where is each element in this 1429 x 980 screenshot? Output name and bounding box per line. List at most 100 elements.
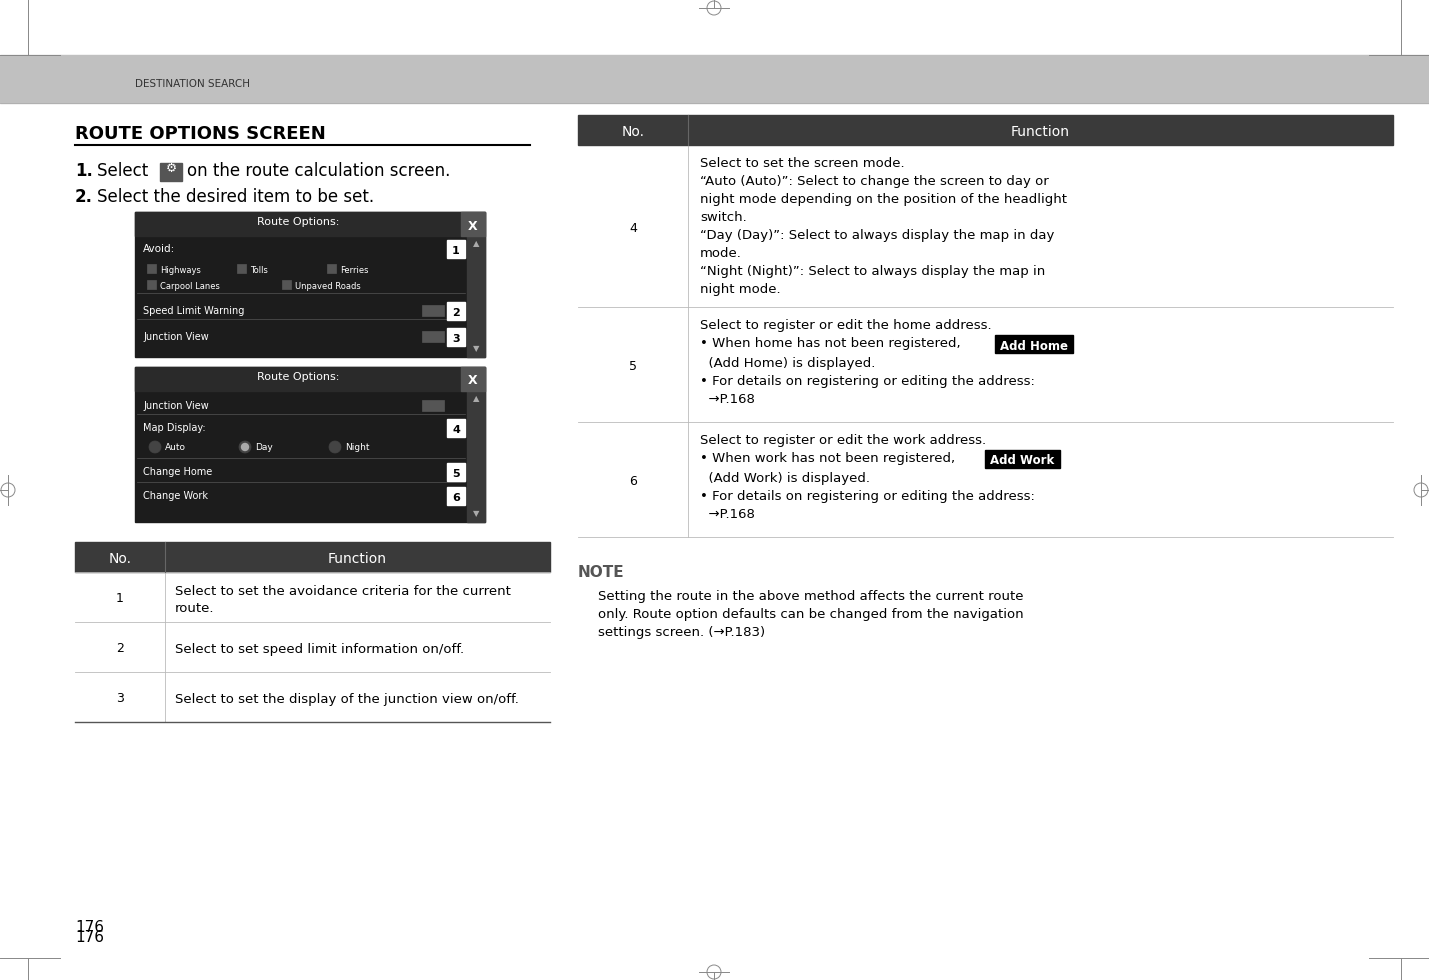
Bar bbox=[447, 487, 464, 505]
Bar bbox=[623, 217, 643, 235]
Text: Select to set the avoidance criteria for the current: Select to set the avoidance criteria for… bbox=[174, 585, 512, 598]
Text: (Add Work) is displayed.: (Add Work) is displayed. bbox=[700, 472, 870, 485]
Text: Select: Select bbox=[97, 162, 153, 180]
Bar bbox=[74, 542, 550, 572]
Text: Unpaved Roads: Unpaved Roads bbox=[294, 282, 360, 291]
Bar bbox=[467, 236, 484, 357]
Text: Route Options:: Route Options: bbox=[257, 217, 339, 227]
Circle shape bbox=[149, 441, 161, 453]
Bar bbox=[110, 688, 130, 707]
Text: switch.: switch. bbox=[700, 211, 747, 224]
Text: Junction View: Junction View bbox=[143, 332, 209, 342]
Text: ▲: ▲ bbox=[473, 395, 479, 404]
Text: 3: 3 bbox=[116, 693, 124, 706]
Text: Auto: Auto bbox=[164, 443, 186, 452]
Text: “Auto (Auto)”: Select to change the screen to day or: “Auto (Auto)”: Select to change the scre… bbox=[700, 175, 1049, 188]
Text: ▲: ▲ bbox=[473, 239, 479, 249]
Text: 176: 176 bbox=[74, 920, 104, 935]
Text: Highways: Highways bbox=[160, 266, 201, 275]
Text: • For details on registering or editing the address:: • For details on registering or editing … bbox=[700, 375, 1035, 388]
Text: 1.: 1. bbox=[74, 162, 93, 180]
Bar bbox=[160, 163, 181, 181]
Text: Function: Function bbox=[329, 552, 387, 566]
Bar bbox=[74, 622, 550, 672]
Bar bbox=[147, 264, 156, 273]
Text: NOTE: NOTE bbox=[577, 565, 624, 580]
Bar bbox=[462, 212, 484, 236]
Bar bbox=[447, 419, 464, 437]
Text: Map Display:: Map Display: bbox=[143, 423, 206, 433]
Text: • When work has not been registered,: • When work has not been registered, bbox=[700, 452, 955, 465]
Text: • When home has not been registered,: • When home has not been registered, bbox=[700, 337, 960, 350]
Text: (Add Home) is displayed.: (Add Home) is displayed. bbox=[700, 357, 876, 370]
Text: Carpool Lanes: Carpool Lanes bbox=[160, 282, 220, 291]
Bar bbox=[110, 638, 130, 657]
Bar bbox=[577, 422, 1393, 537]
Bar bbox=[422, 400, 444, 411]
Text: X: X bbox=[469, 220, 477, 232]
Bar bbox=[0, 55, 1429, 103]
Text: DESTINATION SEARCH: DESTINATION SEARCH bbox=[134, 79, 250, 89]
Text: “Day (Day)”: Select to always display the map in day: “Day (Day)”: Select to always display th… bbox=[700, 229, 1055, 242]
Text: ▼: ▼ bbox=[473, 345, 479, 354]
Bar bbox=[447, 302, 464, 320]
Text: No.: No. bbox=[622, 125, 644, 139]
Bar bbox=[577, 307, 1393, 422]
Bar bbox=[447, 463, 464, 481]
Bar bbox=[134, 212, 484, 357]
Text: mode.: mode. bbox=[700, 247, 742, 260]
Bar bbox=[134, 212, 484, 236]
Text: 176: 176 bbox=[74, 930, 104, 945]
Circle shape bbox=[329, 441, 342, 453]
Text: Function: Function bbox=[1010, 125, 1070, 139]
Text: 2: 2 bbox=[452, 308, 460, 318]
Bar bbox=[74, 672, 550, 722]
Bar bbox=[995, 335, 1073, 353]
Text: night mode.: night mode. bbox=[700, 283, 780, 296]
Bar bbox=[985, 450, 1060, 468]
Bar bbox=[447, 328, 464, 346]
Circle shape bbox=[242, 444, 249, 451]
Bar bbox=[134, 367, 484, 522]
Bar bbox=[577, 145, 1393, 307]
Text: ROUTE OPTIONS SCREEN: ROUTE OPTIONS SCREEN bbox=[74, 125, 326, 143]
Text: 6: 6 bbox=[452, 493, 460, 503]
Text: Select to set speed limit information on/off.: Select to set speed limit information on… bbox=[174, 643, 464, 656]
Bar bbox=[422, 305, 444, 316]
Text: Ferries: Ferries bbox=[340, 266, 369, 275]
Text: Add Home: Add Home bbox=[1000, 339, 1067, 353]
Text: 3: 3 bbox=[452, 334, 460, 344]
Circle shape bbox=[239, 441, 252, 453]
Bar bbox=[282, 280, 292, 289]
Text: Night: Night bbox=[344, 443, 370, 452]
Text: Select to register or edit the home address.: Select to register or edit the home addr… bbox=[700, 319, 992, 332]
Text: 1: 1 bbox=[116, 593, 124, 606]
Text: Select to set the screen mode.: Select to set the screen mode. bbox=[700, 157, 905, 170]
Bar bbox=[74, 542, 550, 722]
Text: Route Options:: Route Options: bbox=[257, 372, 339, 382]
Text: Change Home: Change Home bbox=[143, 467, 213, 477]
Text: Select to register or edit the work address.: Select to register or edit the work addr… bbox=[700, 434, 986, 447]
Text: ▼: ▼ bbox=[473, 510, 479, 518]
Text: night mode depending on the position of the headlight: night mode depending on the position of … bbox=[700, 193, 1067, 206]
Text: Change Work: Change Work bbox=[143, 491, 209, 501]
Text: settings screen. (→P.183): settings screen. (→P.183) bbox=[597, 626, 765, 639]
Bar bbox=[577, 115, 1393, 145]
Bar bbox=[467, 391, 484, 522]
Text: route.: route. bbox=[174, 602, 214, 615]
Text: Day: Day bbox=[254, 443, 273, 452]
Text: on the route calculation screen.: on the route calculation screen. bbox=[187, 162, 450, 180]
Text: Junction View: Junction View bbox=[143, 401, 209, 411]
Text: 4: 4 bbox=[452, 425, 460, 435]
Text: ⚙: ⚙ bbox=[166, 162, 177, 174]
Bar bbox=[577, 115, 1393, 537]
Text: Tolls: Tolls bbox=[250, 266, 267, 275]
Text: Select to set the display of the junction view on/off.: Select to set the display of the junctio… bbox=[174, 693, 519, 706]
Text: Setting the route in the above method affects the current route: Setting the route in the above method af… bbox=[597, 590, 1023, 603]
Bar bbox=[422, 331, 444, 342]
Text: 2.: 2. bbox=[74, 188, 93, 206]
Text: →P.168: →P.168 bbox=[700, 508, 755, 521]
Text: 1: 1 bbox=[452, 246, 460, 256]
Text: Speed Limit Warning: Speed Limit Warning bbox=[143, 306, 244, 316]
Text: Avoid:: Avoid: bbox=[143, 244, 176, 254]
